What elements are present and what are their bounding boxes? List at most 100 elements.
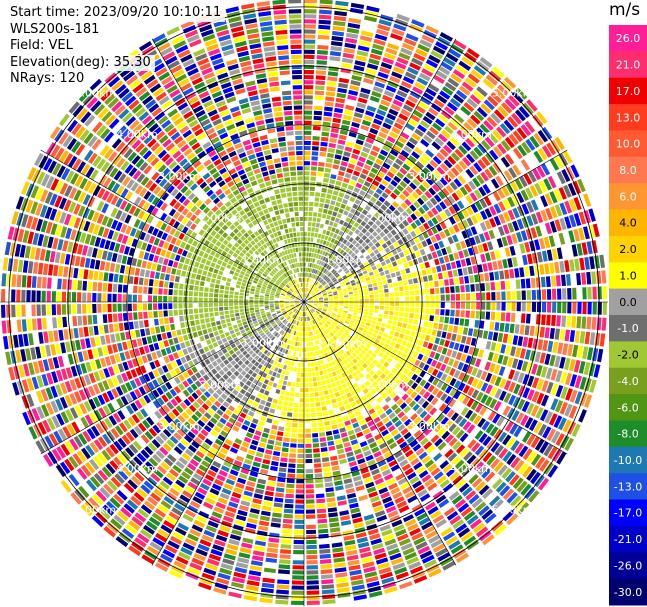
velocity-gate xyxy=(450,544,464,555)
velocity-gate xyxy=(192,358,199,365)
velocity-gate xyxy=(410,296,415,301)
velocity-gate xyxy=(372,282,378,287)
velocity-gate xyxy=(308,316,311,321)
velocity-gate xyxy=(139,346,145,355)
velocity-gate xyxy=(488,133,499,144)
velocity-gate xyxy=(454,415,464,425)
velocity-gate xyxy=(345,234,351,241)
velocity-gate xyxy=(418,276,423,283)
velocity-gate xyxy=(336,285,341,289)
velocity-gate xyxy=(377,24,391,32)
velocity-gate xyxy=(453,342,460,351)
velocity-gate xyxy=(499,390,507,401)
velocity-gate xyxy=(428,83,440,93)
velocity-gate xyxy=(460,353,467,362)
velocity-gate xyxy=(304,14,317,19)
velocity-gate xyxy=(392,562,406,571)
velocity-gate xyxy=(313,125,321,131)
velocity-gate xyxy=(452,441,462,451)
velocity-gate xyxy=(261,432,269,439)
velocity-gate xyxy=(324,323,329,328)
velocity-gate xyxy=(530,405,540,417)
velocity-gate xyxy=(299,306,302,311)
velocity-gate xyxy=(318,260,322,265)
velocity-gate xyxy=(11,304,16,318)
velocity-gate xyxy=(557,302,562,313)
velocity-gate xyxy=(177,350,184,358)
velocity-gate xyxy=(309,352,313,357)
velocity-gate xyxy=(413,53,426,62)
velocity-gate xyxy=(527,170,537,183)
velocity-gate xyxy=(192,331,198,338)
velocity-gate xyxy=(434,233,442,241)
velocity-gate xyxy=(422,203,430,212)
velocity-gate xyxy=(430,103,442,113)
velocity-gate xyxy=(380,327,385,332)
velocity-gate xyxy=(258,520,270,527)
velocity-gate xyxy=(460,406,469,417)
velocity-gate xyxy=(477,464,488,476)
velocity-gate xyxy=(376,136,385,144)
velocity-gate xyxy=(234,438,243,445)
velocity-gate xyxy=(296,321,299,326)
velocity-gate xyxy=(268,475,277,482)
velocity-gate xyxy=(304,347,307,352)
velocity-gate xyxy=(458,85,471,96)
velocity-gate xyxy=(326,368,331,374)
velocity-gate xyxy=(571,423,581,437)
velocity-gate xyxy=(311,263,314,268)
velocity-gate xyxy=(251,372,258,378)
velocity-gate xyxy=(369,424,377,432)
velocity-gate xyxy=(377,246,384,252)
velocity-gate xyxy=(278,395,284,401)
velocity-gate xyxy=(304,181,310,186)
velocity-gate xyxy=(342,274,347,279)
velocity-gate xyxy=(366,105,377,113)
velocity-gate xyxy=(404,307,410,312)
velocity-gate xyxy=(102,303,107,313)
velocity-gate xyxy=(403,431,412,440)
velocity-gate xyxy=(451,192,460,202)
velocity-gate xyxy=(359,263,365,269)
velocity-gate xyxy=(596,270,602,284)
velocity-gate xyxy=(579,376,587,390)
velocity-gate xyxy=(295,499,304,504)
velocity-gate xyxy=(414,147,424,156)
velocity-gate xyxy=(379,341,385,347)
velocity-gate xyxy=(419,248,426,256)
velocity-gate xyxy=(268,537,280,543)
velocity-gate xyxy=(535,407,544,419)
velocity-gate xyxy=(365,518,376,526)
velocity-gate xyxy=(318,528,329,534)
velocity-gate xyxy=(384,306,389,311)
velocity-gate xyxy=(375,377,383,384)
velocity-gate xyxy=(335,259,341,264)
velocity-gate xyxy=(367,315,373,320)
velocity-gate xyxy=(516,290,521,300)
velocity-gate xyxy=(147,295,153,302)
velocity-gate xyxy=(148,311,153,319)
velocity-gate xyxy=(318,298,323,300)
velocity-gate xyxy=(462,219,469,229)
velocity-gate xyxy=(452,360,460,369)
velocity-gate xyxy=(293,367,298,372)
velocity-gate xyxy=(230,367,236,373)
velocity-gate xyxy=(222,323,227,329)
velocity-gate xyxy=(492,353,499,363)
velocity-gate xyxy=(386,224,394,231)
velocity-gate xyxy=(317,417,323,422)
velocity-gate xyxy=(298,418,304,423)
velocity-gate xyxy=(20,349,27,362)
velocity-gate xyxy=(355,340,361,346)
velocity-gate xyxy=(460,293,466,301)
velocity-gate xyxy=(288,329,292,334)
velocity-gate xyxy=(193,297,198,302)
velocity-gate xyxy=(153,311,158,318)
velocity-gate xyxy=(338,330,343,335)
velocity-gate xyxy=(355,453,364,460)
velocity-gate xyxy=(385,258,391,265)
velocity-gate xyxy=(296,347,300,352)
velocity-gate xyxy=(510,440,520,452)
velocity-gate xyxy=(386,357,393,364)
velocity-gate xyxy=(455,242,462,251)
